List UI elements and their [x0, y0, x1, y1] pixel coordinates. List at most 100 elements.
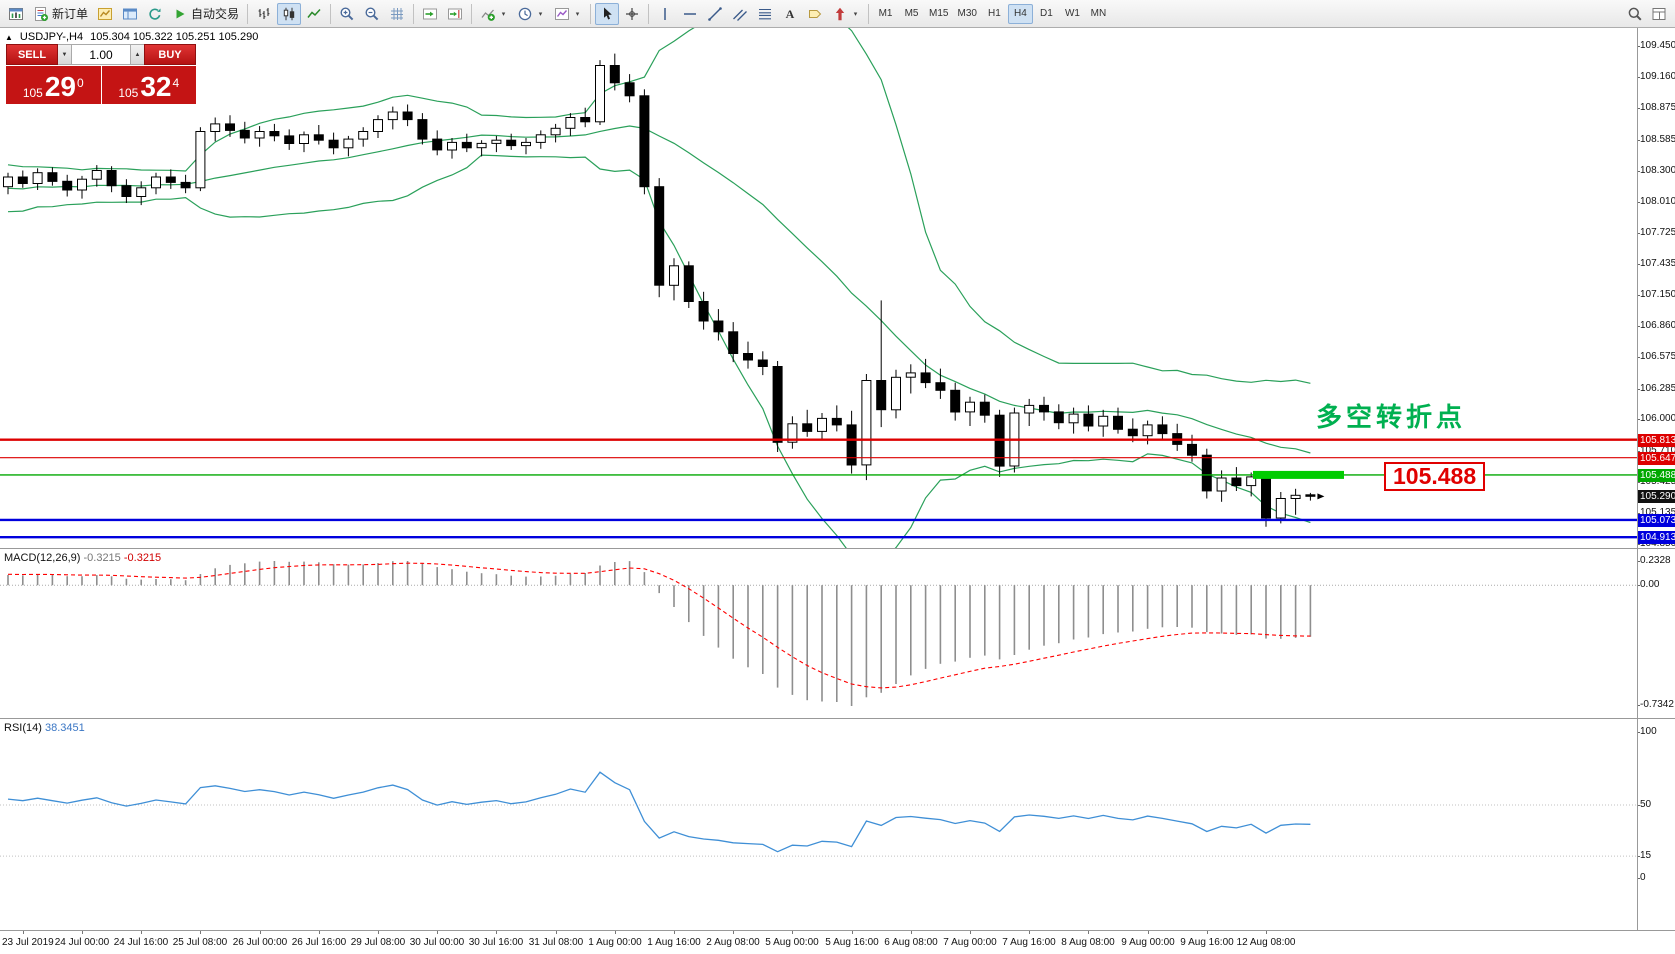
indicators-button-dropdown[interactable]: ▾ — [501, 10, 506, 18]
trendline-button[interactable] — [703, 3, 727, 25]
sell-price[interactable]: 105 29 0 — [6, 66, 101, 104]
zoom-in-button[interactable] — [335, 3, 359, 25]
zoom-out-button[interactable] — [360, 3, 384, 25]
macd-plot[interactable]: MACD(12,26,9) -0.3215 -0.3215 — [0, 549, 1637, 718]
crosshair-button[interactable] — [620, 3, 644, 25]
templates-button-dropdown[interactable]: ▾ — [575, 10, 580, 18]
timeframe-w1-button[interactable]: W1 — [1064, 8, 1080, 19]
main-chart-canvas[interactable] — [0, 28, 1637, 548]
sell-button[interactable]: SELL — [6, 44, 58, 65]
chart-window-icon[interactable] — [4, 3, 28, 25]
arrows-button-dropdown[interactable]: ▾ — [853, 10, 858, 18]
search-button[interactable] — [1623, 3, 1647, 25]
candle — [550, 127, 561, 136]
candle — [846, 424, 857, 466]
fibo-icon — [757, 6, 773, 22]
candle-chart-button[interactable] — [277, 2, 302, 25]
bar-chart-icon — [256, 6, 272, 22]
macd-canvas[interactable] — [0, 549, 1637, 718]
buy-button[interactable]: BUY — [144, 44, 196, 65]
auto-trading-icon — [172, 6, 188, 22]
cursor-icon — [599, 6, 615, 22]
time-label: 31 Jul 08:00 — [528, 937, 584, 948]
rsi-canvas[interactable] — [0, 719, 1637, 930]
price-tag-105.647: 105.647 — [1638, 452, 1675, 465]
auto-scroll-button[interactable] — [418, 3, 442, 25]
time-axis: 23 Jul 2019 24 Jul 00:00 24 Jul 16:00 25 Ju… — [0, 930, 1675, 954]
timeframe-m15-button[interactable]: M15 — [929, 8, 949, 19]
sell-price-figure: 105 — [22, 86, 43, 100]
main-chart-panel: ▲ USDJPY-,H4 105.304 105.322 105.251 105… — [0, 28, 1675, 549]
periods-button-dropdown[interactable]: ▾ — [538, 10, 543, 18]
layout-button[interactable] — [1647, 3, 1671, 25]
horizontal-line-button[interactable] — [678, 3, 702, 25]
macd-zero-label: 0.00 — [1637, 579, 1660, 590]
candle — [639, 95, 650, 188]
new-chart-icon — [97, 6, 113, 22]
time-label: 5 Aug 16:00 — [825, 937, 879, 948]
candle — [1201, 454, 1212, 492]
candle — [535, 134, 546, 143]
timeframe-d1-button[interactable]: D1 — [1040, 8, 1053, 19]
indicators-button[interactable]: ▾ — [476, 3, 512, 25]
candle — [624, 82, 635, 97]
time-tick — [437, 931, 438, 934]
candle — [491, 139, 502, 144]
volume-decrease-button[interactable]: ▼ — [58, 44, 71, 65]
timeframe-h1-button[interactable]: H1 — [988, 8, 1001, 19]
time-label: 25 Jul 08:00 — [172, 937, 228, 948]
fibonacci-button[interactable] — [753, 3, 777, 25]
timeframe-h4-button[interactable]: H4 — [1007, 3, 1033, 24]
time-tick — [496, 931, 497, 934]
bar-chart-button[interactable] — [252, 3, 276, 25]
arrows-button[interactable]: ▾ — [828, 3, 864, 25]
profiles-button[interactable] — [118, 3, 142, 25]
chart-window-icon — [8, 6, 24, 22]
line-chart-button[interactable] — [302, 3, 326, 25]
time-label: 1 Aug 16:00 — [647, 937, 701, 948]
search-icon — [1627, 6, 1643, 22]
time-label: 26 Jul 00:00 — [232, 937, 288, 948]
candle — [831, 417, 842, 426]
candle — [1187, 443, 1197, 456]
price-label: 108.300 — [1637, 165, 1675, 176]
time-tick — [23, 931, 24, 934]
new-chart-button[interactable] — [93, 3, 117, 25]
candle — [1039, 404, 1049, 413]
auto-trading-button[interactable]: 自动交易 — [168, 3, 243, 25]
timeframe-m1-button[interactable]: M1 — [878, 8, 893, 19]
profiles-icon — [122, 6, 138, 22]
refresh-button[interactable] — [143, 3, 167, 25]
indicators-icon — [480, 6, 496, 22]
channel-button[interactable] — [728, 3, 752, 25]
volume-increase-button[interactable]: ▲ — [131, 44, 144, 65]
new-order-button[interactable]: 新订单 — [29, 3, 92, 25]
time-tick — [200, 931, 201, 934]
grid-button[interactable] — [385, 3, 409, 25]
label-button[interactable] — [803, 3, 827, 25]
price-label: 109.450 — [1637, 40, 1675, 51]
periods-button[interactable]: ▾ — [513, 3, 549, 25]
timeframe-m30-button[interactable]: M30 — [957, 8, 977, 19]
chart-shift-button[interactable] — [443, 3, 467, 25]
time-tick — [674, 931, 675, 934]
templates-button[interactable]: ▾ — [550, 3, 586, 25]
price-label: 105.710 — [1637, 445, 1675, 456]
vertical-line-button[interactable] — [653, 3, 677, 25]
cursor-button[interactable] — [595, 2, 620, 25]
svg-text:A: A — [786, 7, 795, 21]
toolbar: 新订单 自动交易 ▾ ▾ ▾ A ▾ M1 M5 M15 M30 H1 H4 D1 W1 MN — [0, 0, 1675, 28]
rsi-plot[interactable]: RSI(14) 38.3451 — [0, 719, 1637, 930]
timeframe-m5-button[interactable]: M5 — [904, 8, 919, 19]
timeframe-mn-button[interactable]: MN — [1090, 8, 1107, 19]
candle — [1053, 411, 1064, 424]
main-chart-plot[interactable]: ▲ USDJPY-,H4 105.304 105.322 105.251 105… — [0, 28, 1637, 548]
text-button[interactable]: A — [778, 3, 802, 25]
volume-input[interactable] — [71, 44, 131, 65]
macd-panel: MACD(12,26,9) -0.3215 -0.3215 0.2328 0.00… — [0, 548, 1675, 718]
price-label: 106.860 — [1637, 320, 1675, 331]
collapse-arrow-icon[interactable]: ▲ — [5, 32, 13, 42]
candle — [935, 382, 946, 391]
time-tick — [615, 931, 616, 934]
buy-price[interactable]: 105 32 4 — [101, 66, 196, 104]
